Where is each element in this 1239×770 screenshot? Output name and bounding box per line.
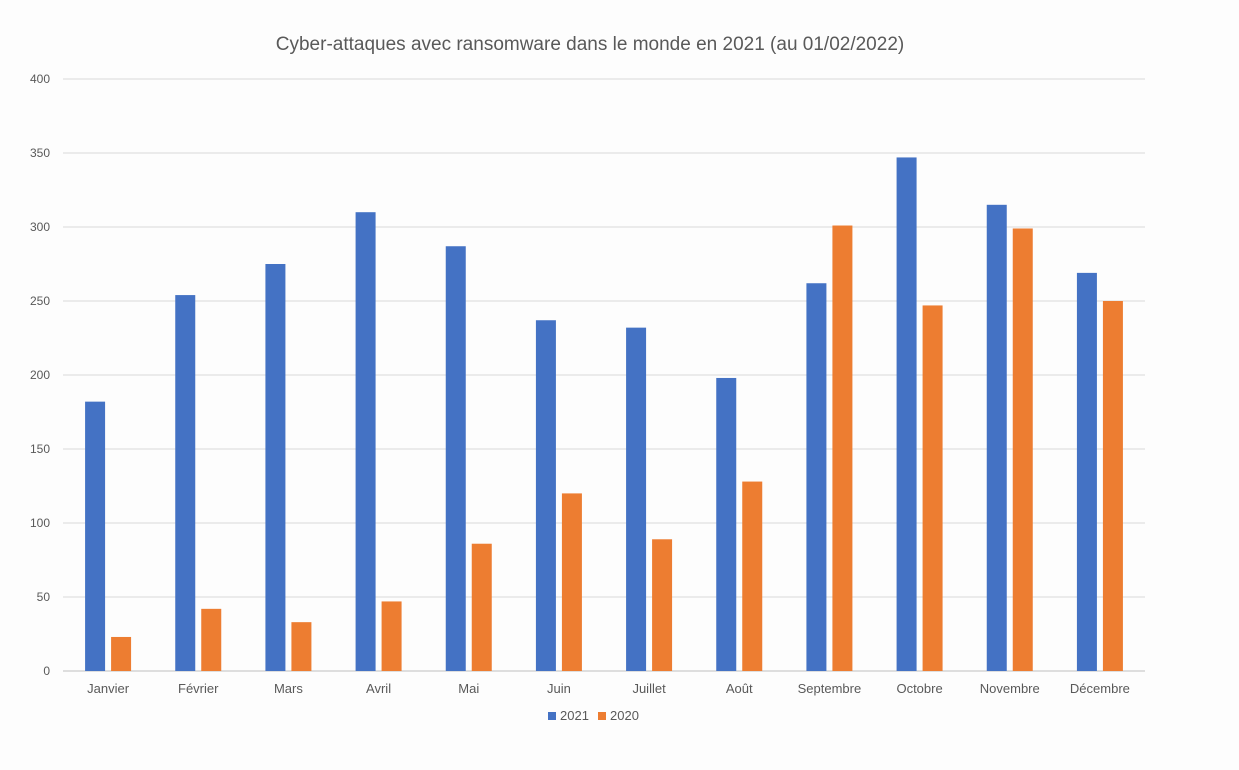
bar-2020 [652,539,673,671]
bar-2021 [806,283,827,671]
x-tick-label: Mars [274,681,303,696]
bar-2020 [561,493,582,671]
y-tick-label: 150 [30,442,50,456]
bar-2020 [742,481,763,671]
bar-2021 [986,204,1007,672]
bar-2020 [291,622,312,671]
legend-swatch [548,712,556,720]
x-tick-label: Décembre [1070,681,1130,696]
bar-2021 [85,401,106,671]
x-tick-label: Août [726,681,753,696]
bar-2021 [535,320,556,671]
bar-2021 [896,157,917,671]
chart-title: Cyber-attaques avec ransomware dans le m… [275,34,905,55]
x-tick-label: Novembre [980,681,1040,696]
x-tick-label: Septembre [798,681,862,696]
bar-2021 [355,212,376,671]
bar-2020 [471,543,492,671]
bar-2020 [201,608,222,671]
bar-2021 [265,264,286,671]
y-tick-label: 200 [30,368,50,382]
y-tick-label: 300 [30,220,50,234]
y-tick-label: 350 [30,146,50,160]
bar-2021 [175,295,196,671]
x-tick-label: Avril [366,681,391,696]
bar-2020 [1012,228,1033,672]
legend-swatch [598,712,606,720]
bar-2021 [626,327,647,671]
bar-2020 [381,601,402,671]
x-tick-label: Octobre [896,681,942,696]
bar-2020 [1102,301,1123,671]
x-tick-label: Mai [458,681,479,696]
legend-label: 2021 [560,708,589,723]
bar-2021 [1076,272,1097,671]
y-tick-label: 0 [43,664,50,678]
x-tick-label: Juillet [632,681,666,696]
bar-2020 [832,225,853,671]
y-tick-label: 50 [37,590,51,604]
bar-2020 [922,305,943,671]
x-tick-label: Juin [547,681,571,696]
x-tick-label: Février [178,681,219,696]
bar-2020 [111,636,132,671]
x-tick-label: Janvier [87,681,130,696]
y-tick-label: 100 [30,516,50,530]
y-tick-label: 400 [30,72,50,86]
y-tick-label: 250 [30,294,50,308]
bar-2021 [716,377,737,671]
legend-label: 2020 [610,708,639,723]
bar-2021 [445,246,466,672]
